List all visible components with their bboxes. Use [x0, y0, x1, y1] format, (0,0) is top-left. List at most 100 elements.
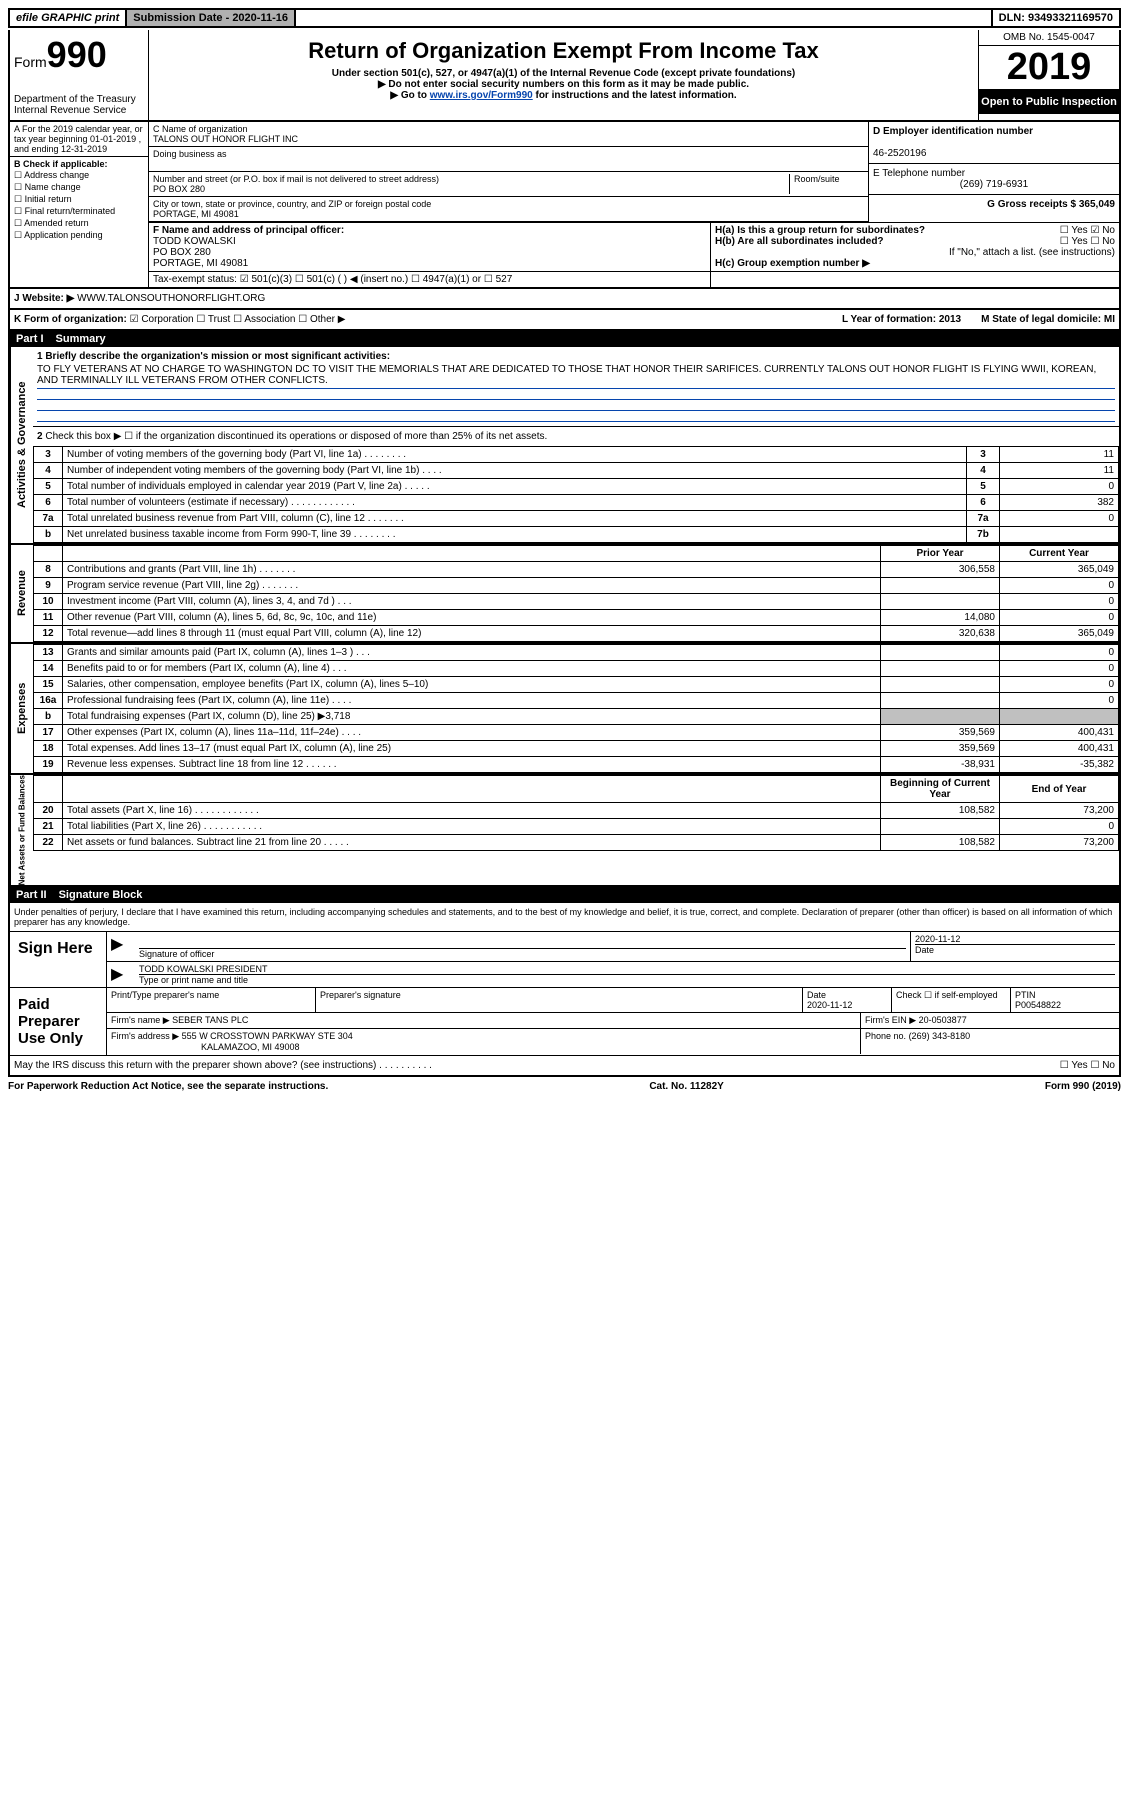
vtab-revenue: Revenue — [10, 545, 33, 642]
page-footer: For Paperwork Reduction Act Notice, see … — [8, 1077, 1121, 1096]
penalties-text: Under penalties of perjury, I declare th… — [10, 903, 1119, 931]
cb-501c[interactable]: 501(c) ( ) ◀ (insert no.) — [295, 274, 408, 285]
section-h: H(a) Is this a group return for subordin… — [710, 223, 1119, 271]
table-row: bTotal fundraising expenses (Part IX, co… — [34, 709, 1119, 725]
table-row: 14Benefits paid to or for members (Part … — [34, 661, 1119, 677]
dln: DLN: 93493321169570 — [991, 10, 1119, 26]
org-address: PO BOX 280 — [153, 184, 205, 194]
section-i: Tax-exempt status: 501(c)(3) 501(c) ( ) … — [149, 272, 710, 287]
preparer-sig-label: Preparer's signature — [316, 988, 803, 1012]
state-domicile: M State of legal domicile: MI — [981, 314, 1115, 325]
table-row: 16aProfessional fundraising fees (Part I… — [34, 693, 1119, 709]
table-row: 4Number of independent voting members of… — [34, 463, 1119, 479]
cat-number: Cat. No. 11282Y — [649, 1081, 723, 1092]
discuss-row: May the IRS discuss this return with the… — [10, 1055, 1119, 1075]
vtab-expenses: Expenses — [10, 644, 33, 773]
cb-501c3[interactable]: 501(c)(3) — [240, 274, 292, 285]
hb-yes[interactable]: Yes — [1060, 236, 1088, 247]
open-inspection: Open to Public Inspection — [979, 90, 1119, 114]
discuss-yes[interactable]: Yes — [1060, 1060, 1088, 1071]
cb-name-change[interactable]: Name change — [14, 182, 144, 193]
officer-name: TODD KOWALSKI — [153, 236, 236, 247]
firm-address: 555 W CROSSTOWN PARKWAY STE 304 — [182, 1031, 353, 1041]
cb-527[interactable]: 527 — [484, 274, 512, 285]
org-city: PORTAGE, MI 49081 — [153, 209, 239, 219]
firm-ein: 20-0503877 — [919, 1015, 967, 1025]
org-name: TALONS OUT HONOR FLIGHT INC — [153, 134, 298, 144]
subtitle-3: ▶ Go to www.irs.gov/Form990 for instruct… — [153, 90, 974, 101]
mission-block: 1 Briefly describe the organization's mi… — [33, 347, 1119, 426]
section-j: J Website: ▶ WWW.TALONSOUTHONORFLIGHT.OR… — [8, 289, 1121, 310]
preparer-date: 2020-11-12 — [807, 1000, 852, 1010]
sig-officer-label: Signature of officer — [139, 948, 906, 959]
cb-pending[interactable]: Application pending — [14, 230, 144, 241]
vtab-activities: Activities & Governance — [10, 347, 33, 543]
cb-final-return[interactable]: Final return/terminated — [14, 206, 144, 217]
cb-address-change[interactable]: Address change — [14, 170, 144, 181]
preparer-name-label: Print/Type preparer's name — [107, 988, 316, 1012]
mission-text: TO FLY VETERANS AT NO CHARGE TO WASHINGT… — [37, 362, 1115, 389]
submission-date: Submission Date - 2020-11-16 — [127, 10, 296, 26]
paperwork-notice: For Paperwork Reduction Act Notice, see … — [8, 1081, 328, 1092]
calendar-year-line: A For the 2019 calendar year, or tax yea… — [10, 122, 148, 157]
section-k: K Form of organization: Corporation Trus… — [8, 310, 1121, 331]
cb-amended[interactable]: Amended return — [14, 218, 144, 229]
check-applicable: B Check if applicable: — [14, 159, 108, 169]
cb-initial-return[interactable]: Initial return — [14, 194, 144, 205]
year-formation: L Year of formation: 2013 — [842, 314, 961, 325]
table-row: 15Salaries, other compensation, employee… — [34, 677, 1119, 693]
section-f: F Name and address of principal officer:… — [149, 223, 710, 271]
part1-header: Part I Summary — [8, 331, 1121, 347]
sig-date: 2020-11-12 — [915, 934, 1115, 944]
table-row: 21Total liabilities (Part X, line 26) . … — [34, 819, 1119, 835]
irs-link[interactable]: www.irs.gov/Form990 — [430, 90, 533, 101]
signature-block: Under penalties of perjury, I declare th… — [8, 903, 1121, 1077]
cb-4947[interactable]: 4947(a)(1) or — [411, 274, 481, 285]
cb-corp[interactable]: Corporation — [130, 314, 194, 325]
firm-name: SEBER TANS PLC — [172, 1015, 248, 1025]
cb-other[interactable]: Other ▶ — [298, 314, 345, 325]
form-ref: Form 990 (2019) — [1045, 1081, 1121, 1092]
omb-number: OMB No. 1545-0047 — [979, 30, 1119, 46]
website[interactable]: WWW.TALONSOUTHONORFLIGHT.ORG — [77, 293, 265, 304]
table-row: 6Total number of volunteers (estimate if… — [34, 495, 1119, 511]
address-row: Number and street (or P.O. box if mail i… — [149, 172, 868, 197]
phone-row: E Telephone number (269) 719-6931 — [869, 164, 1119, 195]
sign-here-label: Sign Here — [10, 932, 107, 987]
table-row: 13Grants and similar amounts paid (Part … — [34, 645, 1119, 661]
revenue-table: Prior YearCurrent Year 8Contributions an… — [33, 545, 1119, 642]
cb-trust[interactable]: Trust — [196, 314, 230, 325]
ha-no[interactable]: No — [1090, 225, 1115, 236]
table-row: 8Contributions and grants (Part VIII, li… — [34, 562, 1119, 578]
cb-assoc[interactable]: Association — [233, 314, 295, 325]
vtab-net-assets: Net Assets or Fund Balances — [10, 775, 33, 885]
current-year-hdr: Current Year — [1000, 546, 1119, 562]
table-row: 22Net assets or fund balances. Subtract … — [34, 835, 1119, 851]
tax-year: 2019 — [979, 46, 1119, 90]
begin-year-hdr: Beginning of Current Year — [881, 776, 1000, 803]
prior-year-hdr: Prior Year — [881, 546, 1000, 562]
city-row: City or town, state or province, country… — [149, 197, 868, 222]
discuss-no[interactable]: No — [1090, 1060, 1115, 1071]
self-employed-check[interactable]: Check ☐ if self-employed — [892, 988, 1011, 1012]
form-title: Return of Organization Exempt From Incom… — [153, 38, 974, 64]
table-row: 9Program service revenue (Part VIII, lin… — [34, 578, 1119, 594]
form-header: Form990 Department of the Treasury Inter… — [8, 30, 1121, 122]
efile-label[interactable]: efile GRAPHIC print — [10, 10, 127, 26]
phone-value: (269) 719-6931 — [873, 179, 1115, 190]
arrow-icon: ▶ — [107, 962, 135, 987]
table-row: bNet unrelated business taxable income f… — [34, 527, 1119, 543]
table-row: 20Total assets (Part X, line 16) . . . .… — [34, 803, 1119, 819]
part2-header: Part II Signature Block — [8, 887, 1121, 903]
ein-row: D Employer identification number 46-2520… — [869, 122, 1119, 164]
end-year-hdr: End of Year — [1000, 776, 1119, 803]
hb-no[interactable]: No — [1090, 236, 1115, 247]
org-name-row: C Name of organization TALONS OUT HONOR … — [149, 122, 868, 147]
table-row: 5Total number of individuals employed in… — [34, 479, 1119, 495]
gross-receipts: G Gross receipts $ 365,049 — [869, 195, 1119, 214]
arrow-icon: ▶ — [107, 932, 135, 961]
net-assets-table: Beginning of Current YearEnd of Year 20T… — [33, 775, 1119, 851]
ha-yes[interactable]: Yes — [1060, 225, 1088, 236]
table-row: 17Other expenses (Part IX, column (A), l… — [34, 725, 1119, 741]
dba-row: Doing business as — [149, 147, 868, 172]
